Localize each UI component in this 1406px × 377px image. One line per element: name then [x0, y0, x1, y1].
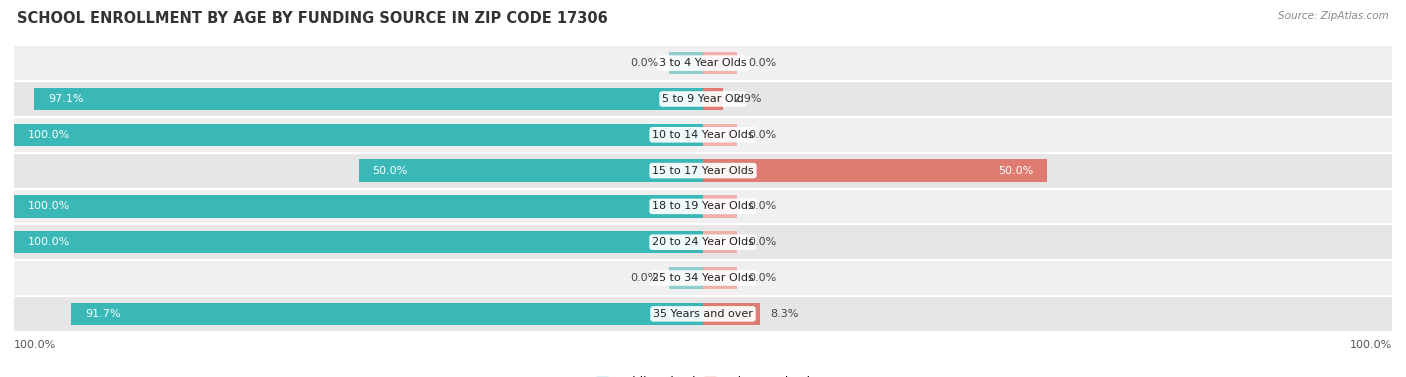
- Text: 0.0%: 0.0%: [630, 273, 658, 283]
- Bar: [14, 224, 1392, 260]
- Bar: [14, 153, 1392, 188]
- Text: 10 to 14 Year Olds: 10 to 14 Year Olds: [652, 130, 754, 140]
- Bar: [34, 88, 703, 110]
- Text: 3 to 4 Year Olds: 3 to 4 Year Olds: [659, 58, 747, 68]
- Bar: [703, 231, 738, 253]
- Bar: [14, 195, 703, 218]
- Bar: [14, 296, 1392, 332]
- Text: 5 to 9 Year Old: 5 to 9 Year Old: [662, 94, 744, 104]
- Bar: [703, 124, 738, 146]
- Bar: [14, 81, 1392, 117]
- Bar: [703, 195, 738, 218]
- Text: 50.0%: 50.0%: [373, 166, 408, 176]
- Bar: [14, 45, 1392, 81]
- Bar: [703, 159, 1047, 182]
- Text: 100.0%: 100.0%: [1350, 340, 1392, 349]
- Text: 0.0%: 0.0%: [748, 58, 776, 68]
- Text: 50.0%: 50.0%: [998, 166, 1033, 176]
- Bar: [669, 52, 703, 74]
- Text: 25 to 34 Year Olds: 25 to 34 Year Olds: [652, 273, 754, 283]
- Legend: Public School, Private School: Public School, Private School: [596, 376, 810, 377]
- Bar: [72, 303, 703, 325]
- Bar: [14, 188, 1392, 224]
- Text: 20 to 24 Year Olds: 20 to 24 Year Olds: [652, 237, 754, 247]
- Text: 100.0%: 100.0%: [14, 340, 56, 349]
- Text: 0.0%: 0.0%: [630, 58, 658, 68]
- Text: 15 to 17 Year Olds: 15 to 17 Year Olds: [652, 166, 754, 176]
- Text: 18 to 19 Year Olds: 18 to 19 Year Olds: [652, 201, 754, 211]
- Text: 0.0%: 0.0%: [748, 201, 776, 211]
- Text: Source: ZipAtlas.com: Source: ZipAtlas.com: [1278, 11, 1389, 21]
- Text: 2.9%: 2.9%: [734, 94, 762, 104]
- Bar: [669, 267, 703, 289]
- Text: 0.0%: 0.0%: [748, 273, 776, 283]
- Bar: [703, 52, 738, 74]
- Bar: [14, 231, 703, 253]
- Bar: [703, 267, 738, 289]
- Text: 97.1%: 97.1%: [48, 94, 83, 104]
- Bar: [14, 260, 1392, 296]
- Text: 91.7%: 91.7%: [84, 309, 121, 319]
- Text: 0.0%: 0.0%: [748, 130, 776, 140]
- Text: 35 Years and over: 35 Years and over: [652, 309, 754, 319]
- Bar: [14, 117, 1392, 153]
- Bar: [14, 124, 703, 146]
- Bar: [359, 159, 703, 182]
- Bar: [703, 88, 723, 110]
- Text: SCHOOL ENROLLMENT BY AGE BY FUNDING SOURCE IN ZIP CODE 17306: SCHOOL ENROLLMENT BY AGE BY FUNDING SOUR…: [17, 11, 607, 26]
- Text: 0.0%: 0.0%: [748, 237, 776, 247]
- Text: 100.0%: 100.0%: [28, 130, 70, 140]
- Bar: [703, 303, 761, 325]
- Text: 100.0%: 100.0%: [28, 237, 70, 247]
- Text: 100.0%: 100.0%: [28, 201, 70, 211]
- Text: 8.3%: 8.3%: [770, 309, 799, 319]
